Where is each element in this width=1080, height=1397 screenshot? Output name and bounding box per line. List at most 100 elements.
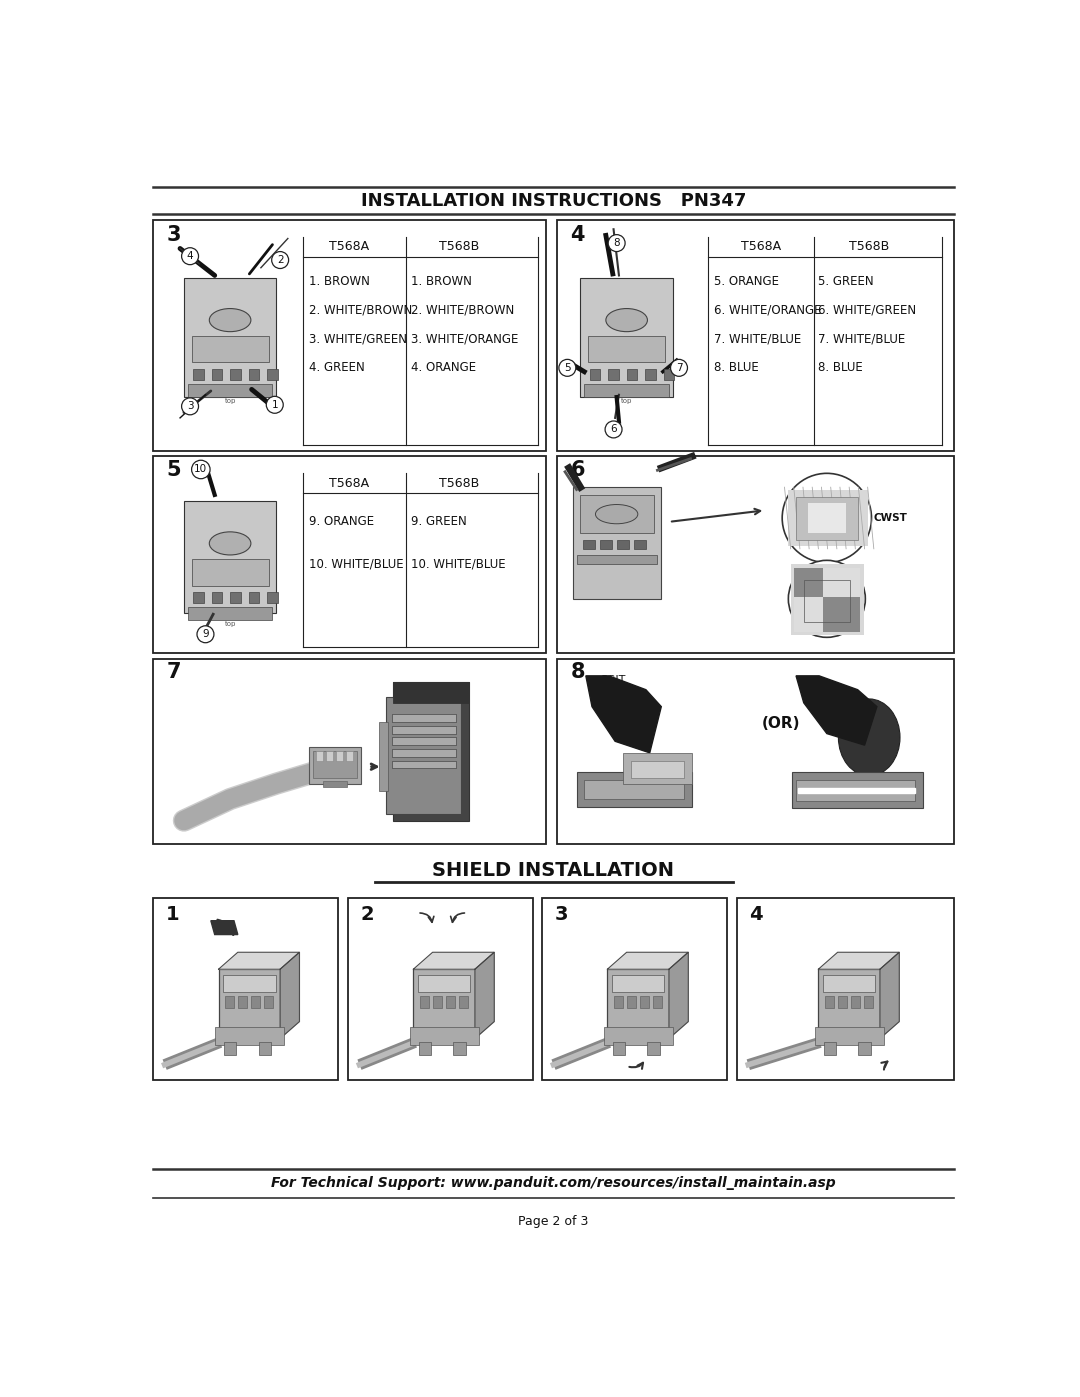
Text: SHIELD INSTALLATION: SHIELD INSTALLATION — [432, 861, 675, 880]
Text: 1. BROWN: 1. BROWN — [411, 275, 472, 288]
Bar — [392, 760, 456, 768]
Polygon shape — [585, 676, 661, 753]
Circle shape — [788, 560, 865, 637]
Bar — [433, 996, 442, 1007]
Bar — [418, 975, 471, 992]
Bar — [796, 780, 916, 800]
Bar — [248, 592, 259, 604]
Bar — [258, 1042, 271, 1056]
Bar — [193, 369, 204, 380]
Circle shape — [272, 251, 288, 268]
Ellipse shape — [838, 698, 900, 775]
Bar — [191, 335, 269, 362]
Bar — [316, 752, 323, 760]
Bar — [626, 369, 637, 380]
Text: 9. ORANGE: 9. ORANGE — [309, 515, 375, 528]
Bar — [212, 592, 222, 604]
Text: 6. WHITE/ORANGE: 6. WHITE/ORANGE — [714, 303, 821, 317]
Bar — [251, 996, 260, 1007]
Polygon shape — [211, 921, 238, 935]
Bar — [230, 592, 241, 604]
Bar — [612, 1042, 625, 1056]
Ellipse shape — [210, 532, 251, 555]
Text: 4. ORANGE: 4. ORANGE — [411, 362, 476, 374]
Circle shape — [608, 235, 625, 251]
Polygon shape — [819, 953, 900, 970]
Bar — [557, 659, 954, 844]
Bar — [623, 753, 692, 784]
Text: T568A: T568A — [329, 476, 369, 490]
Polygon shape — [414, 953, 495, 970]
Bar — [819, 970, 880, 1038]
Text: 6: 6 — [610, 425, 617, 434]
Text: 4: 4 — [750, 905, 762, 923]
Text: 9: 9 — [202, 629, 208, 640]
Bar — [584, 780, 685, 799]
Text: 8. BLUE: 8. BLUE — [714, 362, 758, 374]
Bar — [838, 996, 847, 1007]
Text: 9. GREEN: 9. GREEN — [411, 515, 467, 528]
Bar — [864, 996, 873, 1007]
Text: 3. WHITE/ORANGE: 3. WHITE/ORANGE — [411, 332, 518, 345]
Text: Page 2 of 3: Page 2 of 3 — [518, 1214, 589, 1228]
Text: 8: 8 — [570, 662, 585, 682]
Bar — [796, 497, 859, 539]
Bar — [791, 564, 864, 636]
Text: (OR): (OR) — [761, 717, 800, 731]
Circle shape — [197, 626, 214, 643]
Bar — [859, 1042, 870, 1056]
Bar — [804, 580, 850, 622]
Bar — [631, 760, 685, 778]
Text: top: top — [621, 398, 632, 404]
Bar — [386, 697, 461, 814]
Bar — [224, 975, 275, 992]
Bar — [225, 996, 234, 1007]
Bar — [824, 996, 834, 1007]
Text: T568B: T568B — [440, 240, 480, 253]
Text: 5. GREEN: 5. GREEN — [819, 275, 874, 288]
Bar — [188, 384, 272, 397]
Bar — [248, 369, 259, 380]
Polygon shape — [669, 953, 688, 1038]
Text: 3: 3 — [187, 401, 193, 411]
Text: T568A: T568A — [329, 240, 369, 253]
Bar — [218, 970, 280, 1038]
Bar — [851, 996, 860, 1007]
Bar — [336, 752, 343, 760]
Text: 10. WHITE/BLUE: 10. WHITE/BLUE — [309, 557, 404, 571]
Text: T568B: T568B — [440, 476, 480, 490]
Text: 4: 4 — [570, 225, 585, 246]
Bar — [212, 369, 222, 380]
Bar — [542, 898, 727, 1080]
Text: 4. GREEN: 4. GREEN — [309, 362, 365, 374]
Bar — [572, 488, 661, 599]
Bar — [599, 539, 612, 549]
Ellipse shape — [210, 309, 251, 331]
Bar — [794, 569, 823, 598]
Bar — [392, 749, 456, 757]
Bar — [639, 996, 649, 1007]
Bar — [230, 369, 241, 380]
Text: top: top — [225, 622, 235, 627]
Bar — [184, 502, 276, 613]
Circle shape — [191, 460, 211, 479]
Circle shape — [267, 397, 283, 414]
Text: 6. WHITE/GREEN: 6. WHITE/GREEN — [819, 303, 917, 317]
Bar — [184, 278, 276, 397]
Text: 5. ORANGE: 5. ORANGE — [714, 275, 779, 288]
Bar — [589, 335, 665, 362]
Bar — [153, 219, 545, 451]
Bar — [557, 219, 954, 451]
Polygon shape — [475, 953, 495, 1038]
Bar — [663, 369, 674, 380]
Bar — [326, 752, 334, 760]
Text: 5: 5 — [564, 363, 570, 373]
Bar — [454, 1042, 465, 1056]
Bar — [153, 457, 545, 652]
Ellipse shape — [606, 309, 647, 331]
Text: T568A: T568A — [741, 240, 782, 253]
Text: 6: 6 — [570, 460, 585, 481]
Bar — [823, 975, 876, 992]
Text: INSTALLATION INSTRUCTIONS   PN347: INSTALLATION INSTRUCTIONS PN347 — [361, 191, 746, 210]
Bar — [393, 682, 469, 703]
